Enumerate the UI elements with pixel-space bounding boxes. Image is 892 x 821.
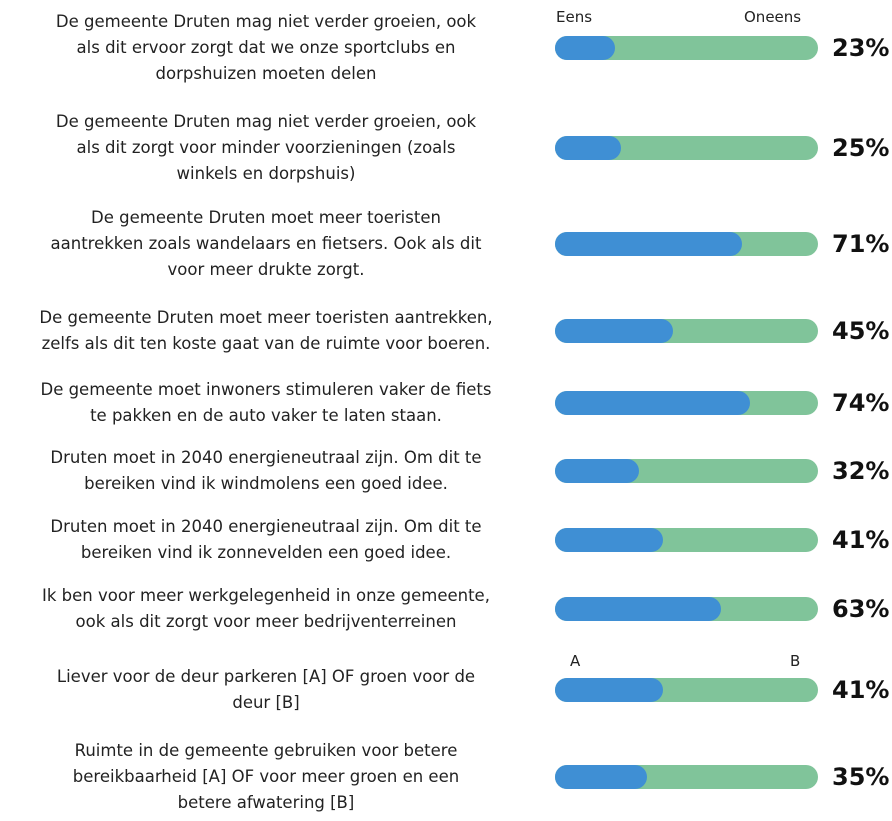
statement-line: bereikbaarheid [A] OF voor meer groen en… [72, 767, 460, 786]
statement: Ruimte in de gemeente gebruiken voor bet… [0, 738, 532, 816]
value-label: 25% [832, 134, 890, 162]
value-label: 63% [832, 595, 890, 623]
statement-line: De gemeente Druten mag niet verder groei… [55, 12, 477, 31]
statement: De gemeente Druten mag niet verder groei… [0, 9, 532, 87]
statement-line: als dit zorgt voor minder voorzieningen … [76, 138, 456, 157]
value-label: 45% [832, 317, 890, 345]
statement-line: Liever voor de deur parkeren [A] OF groe… [56, 667, 476, 686]
statement-line: te pakken en de auto vaker te laten staa… [90, 406, 442, 425]
statement: Druten moet in 2040 energieneutraal zijn… [0, 445, 532, 497]
statement-line: voor meer drukte zorgt. [167, 260, 365, 279]
value-label: 35% [832, 763, 890, 791]
statement-line: als dit ervoor zorgt dat we onze sportcl… [76, 38, 456, 57]
bar [555, 678, 663, 702]
statement-line: betere afwatering [B] [177, 793, 355, 812]
bar [555, 459, 640, 483]
statement-line: Ik ben voor meer werkgelegenheid in onze… [42, 586, 490, 605]
bar [555, 528, 663, 552]
value-label: 23% [832, 34, 890, 62]
bar [555, 597, 721, 621]
statement-line: Ruimte in de gemeente gebruiken voor bet… [74, 741, 458, 760]
statement: Ik ben voor meer werkgelegenheid in onze… [0, 583, 532, 635]
annotation: B [790, 652, 801, 670]
statement-line: zelfs als dit ten koste gaat van de ruim… [41, 334, 491, 353]
value-label: 41% [832, 676, 890, 704]
statement-line: aantrekken zoals wandelaars en fietsers.… [50, 234, 482, 253]
value-label: 74% [832, 389, 890, 417]
statement: Liever voor de deur parkeren [A] OF groe… [0, 664, 532, 716]
statement-line: bereiken vind ik zonnevelden een goed id… [80, 543, 452, 562]
statement: De gemeente Druten mag niet verder groei… [0, 109, 532, 187]
statement-line: De gemeente Druten mag niet verder groei… [55, 112, 477, 131]
value-label: 41% [832, 526, 890, 554]
statement-line: De gemeente Druten moet meer toeristen [91, 208, 441, 227]
bar [555, 232, 742, 256]
statement: De gemeente moet inwoners stimuleren vak… [0, 377, 532, 429]
bar [555, 391, 750, 415]
statement: Druten moet in 2040 energieneutraal zijn… [0, 514, 532, 566]
statement-line: bereiken vind ik windmolens een goed ide… [84, 474, 448, 493]
bar [555, 319, 674, 343]
statement-line: De gemeente moet inwoners stimuleren vak… [40, 380, 492, 399]
statement-line: ook als dit zorgt voor meer bedrijventer… [75, 612, 457, 631]
annotation: Oneens [744, 8, 802, 26]
statement: De gemeente Druten moet meer toeristen aa… [0, 205, 532, 283]
annotation: A [570, 652, 581, 670]
statement-line: dorpshuizen moeten delen [155, 64, 377, 83]
bar [555, 136, 621, 160]
statement-line: winkels en dorpshuis) [176, 164, 356, 183]
value-label: 71% [832, 230, 890, 258]
statement: De gemeente Druten moet meer toeristen a… [0, 305, 532, 357]
bar [555, 765, 648, 789]
annotation: Eens [556, 8, 593, 26]
statement-line: deur [B] [232, 693, 300, 712]
statement-line: Druten moet in 2040 energieneutraal zijn… [50, 517, 482, 536]
bar [555, 36, 616, 60]
value-label: 32% [832, 457, 890, 485]
statement-line: De gemeente Druten moet meer toeristen a… [39, 308, 493, 327]
statement-line: Druten moet in 2040 energieneutraal zijn… [50, 448, 482, 467]
